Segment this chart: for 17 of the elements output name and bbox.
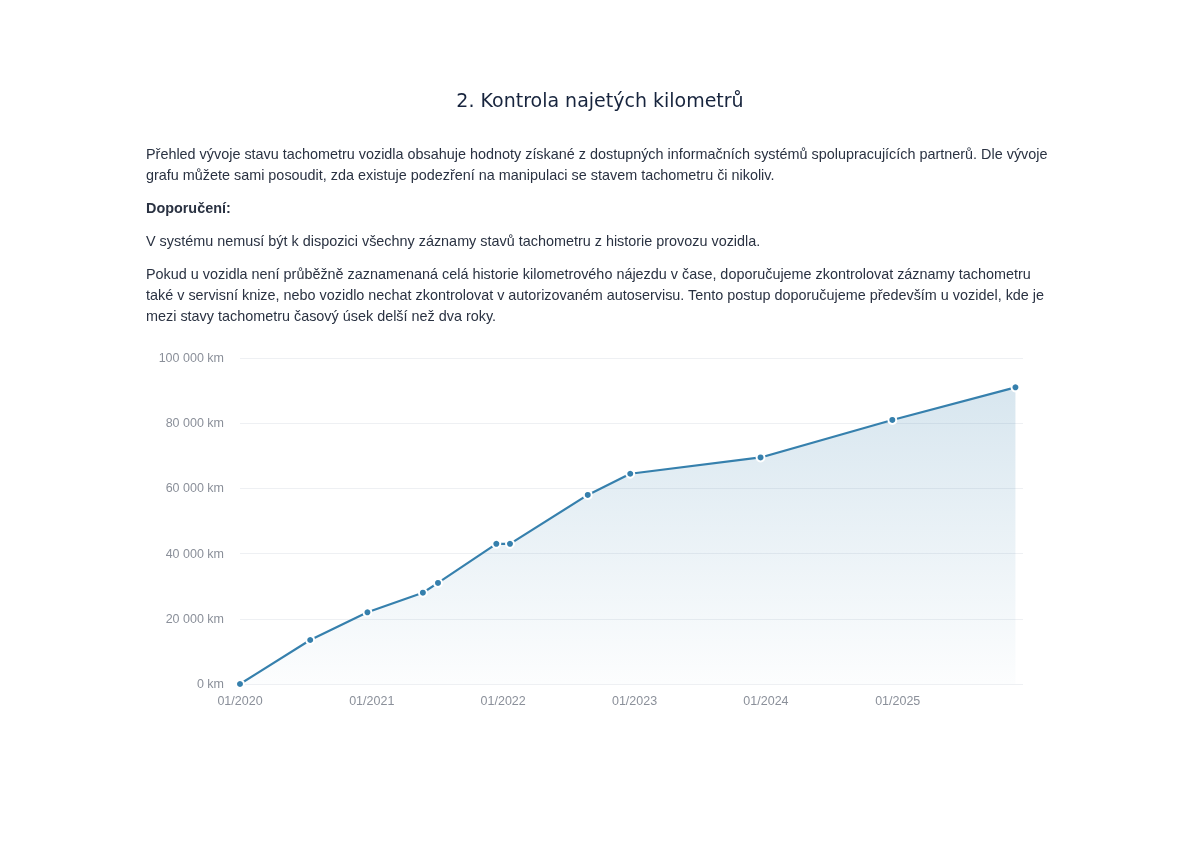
chart-subtitle: Přehled vývoje stavu tachometru vozidla obsahuje hodnoty získané z dostupných informačních systémů spolupracujících partnerů. Dle vývoje grafu můžete sami posoudit, zda existuje podezření na manipulaci se stavem tachometru či nikoliv. xyxy=(146,145,1049,185)
y-tick-label: 100 000 km xyxy=(158,351,224,365)
text: Doporučení: xyxy=(146,199,232,218)
x-tick-label: 01/2021 xyxy=(349,693,395,708)
x-tick-label: 01/2020 xyxy=(217,693,263,708)
chart-title: 2. Kontrola najetých kilometrů xyxy=(455,89,745,111)
x-tick-label: 01/2024 xyxy=(743,693,789,708)
x-tick-label: 01/2023 xyxy=(611,693,658,708)
y-tick-label: 20 000 km xyxy=(165,611,224,626)
y-tick-label: 0 km xyxy=(196,677,224,691)
text: Pokud u vozidla není průběžně zaznamenaná celá historie kilometrového nájezdu v čase, doporučujeme zkontrolovat záznamy tachometru také v servisní knize, nebo vozidlo nechat zkontrolovat v autorizovaném autoservisu. Tento postup doporučujeme především u vozidel, kde je mezi stavy tachometru časový úsek delší než dva roky. xyxy=(146,265,1046,326)
x-tick-label: 01/2022 xyxy=(480,693,526,708)
y-tick-label: 40 000 km xyxy=(165,546,224,561)
y-tick-label: 80 000 km xyxy=(165,416,224,431)
y-tick-label: 60 000 km xyxy=(165,481,224,496)
x-tick-label: 01/2025 xyxy=(875,693,921,708)
text: V systému nemusí být k dispozici všechny záznamy stavů tachometru z historie provozu vozidla. xyxy=(146,232,762,251)
